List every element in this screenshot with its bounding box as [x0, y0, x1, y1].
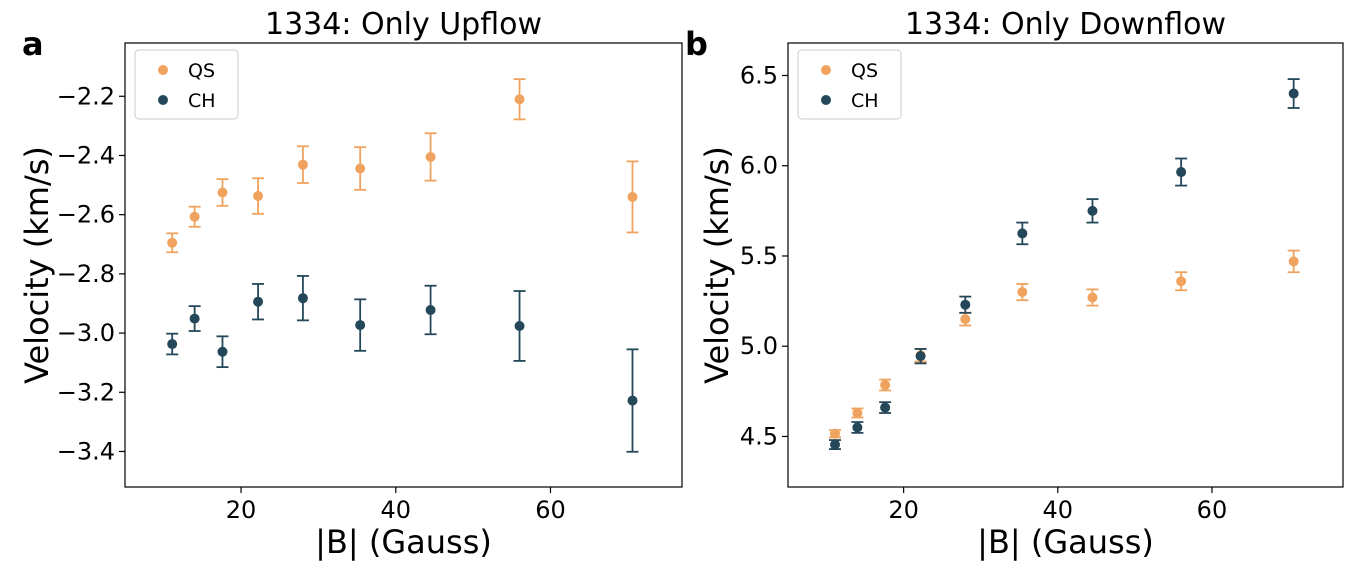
- y-tick-label: 5.5: [740, 242, 778, 270]
- plot-frame: [124, 42, 683, 488]
- x-axis-label: |B| (Gauss): [315, 523, 492, 561]
- data-point-QS: [880, 380, 891, 391]
- data-point-QS: [1288, 256, 1299, 267]
- y-tick-label: −3.2: [57, 378, 115, 406]
- data-point-QS: [217, 187, 228, 198]
- data-point-QS: [960, 314, 971, 325]
- x-tick-label: 20: [888, 496, 919, 524]
- data-point-QS: [830, 428, 841, 439]
- plot-frame: [787, 42, 1344, 488]
- y-tick-label: −3.4: [57, 437, 115, 465]
- legend-marker-QS: [158, 65, 168, 75]
- x-tick-label: 60: [535, 496, 566, 524]
- data-point-CH: [253, 296, 264, 307]
- data-point-QS: [1017, 287, 1028, 298]
- data-point-CH: [1176, 167, 1187, 178]
- y-axis-label: Velocity (km/s): [698, 146, 736, 384]
- legend-box: [797, 49, 902, 120]
- data-point-QS: [514, 94, 525, 105]
- data-point-QS: [297, 159, 308, 170]
- y-tick-label: 6.5: [740, 61, 778, 89]
- legend-marker-CH: [158, 95, 168, 105]
- data-point-QS: [355, 163, 366, 174]
- data-point-QS: [253, 191, 264, 202]
- y-tick-label: −2.4: [57, 141, 115, 169]
- x-tick-label: 60: [1197, 496, 1228, 524]
- x-axis-label: |B| (Gauss): [977, 523, 1154, 561]
- legend-label-CH: CH: [188, 90, 216, 112]
- data-point-CH: [1288, 88, 1299, 99]
- legend-box: [134, 49, 239, 120]
- data-point-CH: [1017, 228, 1028, 239]
- x-tick-label: 40: [380, 496, 411, 524]
- data-point-CH: [189, 313, 200, 324]
- data-point-QS: [167, 237, 178, 248]
- chart-title: 1334: Only Upflow: [265, 7, 542, 42]
- legend-label-CH: CH: [851, 90, 879, 112]
- panel-label: b: [685, 25, 708, 63]
- y-tick-label: −2.2: [57, 82, 115, 110]
- y-tick-label: 5.0: [740, 332, 778, 360]
- data-point-CH: [627, 395, 638, 406]
- x-tick-label: 40: [1043, 496, 1074, 524]
- data-point-QS: [627, 191, 638, 202]
- y-tick-label: −2.8: [57, 260, 115, 288]
- data-point-QS: [425, 151, 436, 162]
- data-point-CH: [880, 402, 891, 413]
- panel-upflow: 1334: Only Upflow a 20 40 60 −2.2 −2.4 −2.6 −2.8…: [18, 7, 683, 561]
- data-point-QS: [1087, 292, 1098, 303]
- data-point-CH: [514, 320, 525, 331]
- panel-label: a: [22, 25, 44, 63]
- data-point-CH: [217, 346, 228, 357]
- y-axis-label: Velocity (km/s): [18, 146, 56, 384]
- data-point-CH: [355, 320, 366, 331]
- legend-marker-CH: [821, 95, 831, 105]
- legend-marker-QS: [821, 65, 831, 75]
- data-point-CH: [425, 304, 436, 315]
- x-tick-label: 20: [226, 496, 257, 524]
- data-point-CH: [960, 299, 971, 310]
- data-point-CH: [297, 293, 308, 304]
- y-tick-label: −2.6: [57, 201, 115, 229]
- y-tick-label: 6.0: [740, 152, 778, 180]
- y-tick-label: −3.0: [57, 319, 115, 347]
- legend-label-QS: QS: [851, 60, 878, 82]
- data-point-CH: [167, 339, 178, 350]
- chart-title: 1334: Only Downflow: [905, 7, 1226, 42]
- y-tick-label: 4.5: [740, 422, 778, 450]
- legend-label-QS: QS: [188, 60, 215, 82]
- data-point-CH: [915, 351, 926, 362]
- data-point-QS: [852, 408, 863, 418]
- data-point-QS: [1176, 276, 1187, 287]
- data-point-CH: [852, 422, 863, 433]
- data-point-CH: [1087, 205, 1098, 216]
- data-point-CH: [830, 439, 841, 450]
- data-point-QS: [189, 211, 200, 222]
- panel-downflow: 1334: Only Downflow b 20 40 60 4.5 5.0 5.5 6.0 6.…: [685, 7, 1344, 561]
